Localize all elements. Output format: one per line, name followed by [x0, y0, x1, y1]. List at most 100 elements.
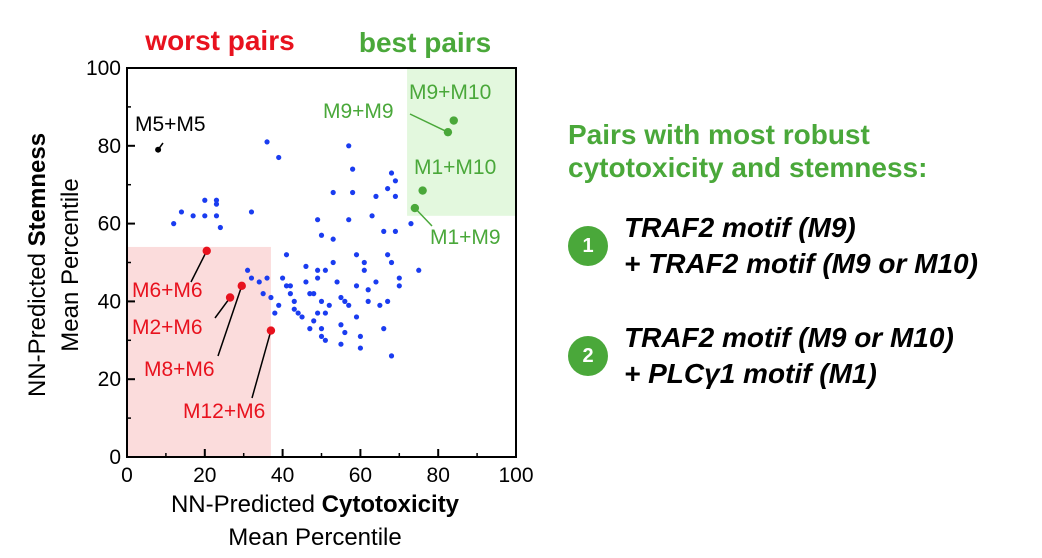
data-point — [315, 275, 321, 281]
data-point — [260, 291, 266, 297]
data-point — [291, 306, 297, 312]
data-point — [392, 228, 399, 234]
data-point — [248, 275, 255, 281]
labeled-point — [449, 116, 458, 125]
best-pairs-header: best pairs — [359, 27, 491, 58]
data-point — [318, 298, 325, 304]
data-point — [388, 170, 395, 176]
x-tick-label: 60 — [349, 464, 372, 487]
badge-1: 1 — [568, 226, 608, 266]
labeled-point — [155, 146, 162, 153]
data-point — [322, 310, 328, 316]
data-point — [276, 154, 282, 161]
data-point — [388, 259, 395, 266]
summary-panel: Pairs with most robust cytotoxicity and … — [568, 118, 1038, 389]
data-point — [272, 310, 278, 316]
data-point — [171, 221, 177, 227]
data-point — [346, 143, 352, 149]
data-points — [171, 139, 422, 359]
data-point — [369, 213, 375, 219]
labeled-point — [202, 246, 211, 256]
data-point — [353, 283, 360, 289]
summary-item-1-line1: TRAF2 motif (M9) — [624, 212, 856, 243]
summary-item-1: 1 TRAF2 motif (M9) + TRAF2 motif (M9 or … — [568, 210, 978, 282]
data-point — [326, 302, 332, 308]
data-point — [330, 189, 336, 196]
label-leader-line — [409, 113, 449, 133]
y-tick-label: 0 — [109, 446, 121, 469]
point-label: M5+M5 — [135, 113, 206, 136]
data-point — [388, 353, 395, 359]
label-leader-line — [251, 330, 272, 399]
data-point — [303, 263, 309, 269]
x-tick-label: 100 — [498, 464, 533, 487]
data-point — [338, 341, 344, 347]
labeled-point — [443, 127, 453, 137]
data-point — [276, 302, 282, 308]
data-point — [396, 283, 402, 289]
data-point — [350, 189, 356, 196]
data-point — [303, 279, 309, 285]
x-axis-label-line2: Mean Percentile — [228, 524, 401, 551]
y-tick-label: 80 — [98, 135, 121, 158]
data-point — [365, 287, 371, 293]
x-tick-label: 80 — [427, 464, 450, 487]
data-point — [315, 267, 321, 273]
data-point — [361, 267, 367, 273]
data-point — [350, 166, 356, 172]
data-point — [416, 267, 422, 273]
data-point — [357, 333, 363, 340]
y-tick-label: 20 — [98, 368, 121, 391]
data-point — [365, 298, 371, 304]
summary-item-2-line2: + PLCγ1 motif (M1) — [624, 358, 877, 389]
summary-item-2-line1: TRAF2 motif (M9 or M10) — [624, 322, 954, 353]
data-point — [373, 279, 379, 285]
data-point — [330, 236, 336, 242]
data-point — [291, 298, 297, 304]
data-point — [248, 209, 255, 215]
data-point — [307, 326, 313, 332]
summary-item-2-text: TRAF2 motif (M9 or M10) + PLCγ1 motif (M… — [624, 320, 954, 392]
data-point — [342, 329, 348, 336]
data-point — [330, 259, 336, 266]
scatter-chart: M5+M5 M6+M6 M2+M6 M8+M6 M12+M6 M9+M9 M9+M10 M1+… — [24, 25, 534, 551]
summary-item-1-line2: + TRAF2 motif (M9 or M10) — [624, 248, 978, 279]
y-axis-label-line2: Mean Percentile — [57, 178, 84, 351]
data-point — [213, 197, 220, 203]
data-point — [385, 185, 391, 192]
data-point — [217, 224, 223, 231]
summary-item-1-text: TRAF2 motif (M9) + TRAF2 motif (M9 or M1… — [624, 210, 978, 282]
panel-title-line2: cytotoxicity and stemness: — [568, 152, 928, 183]
data-point — [283, 283, 290, 289]
data-point — [315, 217, 321, 223]
data-point — [342, 298, 348, 304]
highlight-regions — [127, 68, 516, 457]
data-point — [385, 298, 391, 304]
data-point — [381, 326, 387, 332]
point-label: M8+M6 — [144, 358, 215, 381]
data-point — [311, 318, 317, 324]
data-point — [357, 345, 363, 351]
labeled-point — [237, 281, 246, 291]
data-point — [396, 275, 402, 281]
data-point — [307, 291, 313, 297]
data-point — [283, 252, 290, 258]
data-point — [392, 178, 399, 184]
data-point — [346, 302, 352, 308]
data-point — [385, 252, 391, 258]
axis-ticks: 0 20 40 60 80 100 0 20 40 60 80 100 — [86, 57, 534, 487]
data-point — [318, 232, 325, 238]
label-leader-line — [214, 297, 231, 319]
data-point — [202, 213, 208, 219]
point-label: M9+M9 — [323, 100, 394, 123]
labeled-point — [418, 186, 427, 195]
data-point — [318, 326, 325, 332]
x-axis-label: NN-Predicted Cytotoxicity — [171, 491, 460, 518]
y-tick-label: 60 — [98, 213, 121, 236]
data-point — [280, 275, 286, 281]
x-tick-label: 0 — [121, 464, 133, 487]
data-point — [361, 259, 367, 266]
y-axis-label-prefix: NN-Predicted — [24, 246, 51, 397]
data-point — [287, 283, 293, 289]
data-point — [353, 252, 360, 258]
